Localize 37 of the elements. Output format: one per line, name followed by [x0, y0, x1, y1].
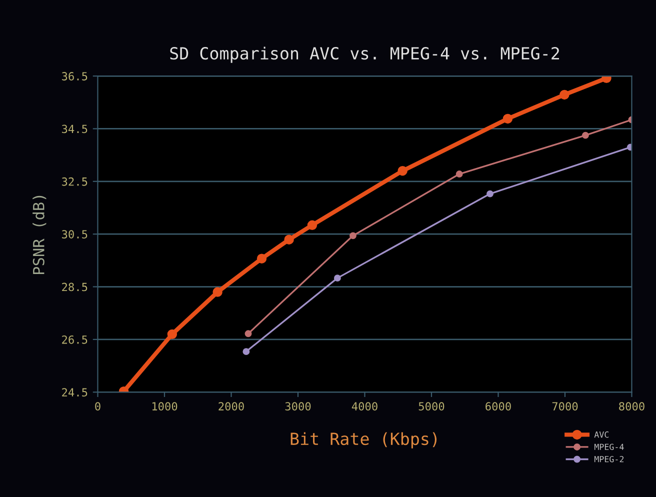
point	[307, 220, 318, 230]
point	[456, 170, 463, 178]
point	[212, 287, 222, 297]
point	[244, 330, 252, 338]
y-tick-label: 24.5	[62, 388, 88, 397]
point	[502, 114, 513, 124]
point	[398, 166, 408, 176]
x-tick-label: 1000	[152, 402, 178, 411]
y-tick-label: 34.5	[62, 124, 88, 134]
x-tick-label: 6000	[486, 402, 511, 411]
chart-title: SD Comparison AVC vs. MPEG-4 vs. MPEG-2	[170, 46, 559, 63]
x-tick-label: 0	[95, 402, 100, 411]
point	[486, 190, 494, 198]
y-tick-label: 36.5	[62, 72, 88, 80]
y-tick-label: 28.5	[62, 282, 88, 292]
legend-label: AVC	[594, 431, 609, 438]
x-tick-label: 4000	[352, 402, 378, 411]
point	[256, 254, 267, 264]
legend-label: MPEG-2	[594, 456, 624, 462]
x-tick-label: 2000	[218, 402, 244, 411]
point	[242, 348, 250, 356]
x-tick-label: 3000	[285, 402, 311, 411]
point	[582, 132, 589, 139]
x-tick-label: 8000	[619, 402, 644, 411]
x-tick-label: 5000	[418, 402, 444, 411]
legend-label: MPEG-4	[594, 444, 624, 450]
y-tick-label: 32.5	[62, 177, 88, 186]
point	[560, 90, 570, 100]
y-axis-title: PSNR (dB)	[32, 196, 46, 274]
point	[350, 232, 356, 240]
y-tick-label: 26.5	[62, 335, 88, 344]
y-tick-label: 30.5	[62, 230, 88, 238]
point	[167, 329, 178, 340]
x-axis-title: Bit Rate (Kbps)	[290, 432, 437, 448]
point	[284, 234, 294, 244]
x-tick-label: 7000	[552, 402, 578, 411]
point	[334, 274, 341, 282]
